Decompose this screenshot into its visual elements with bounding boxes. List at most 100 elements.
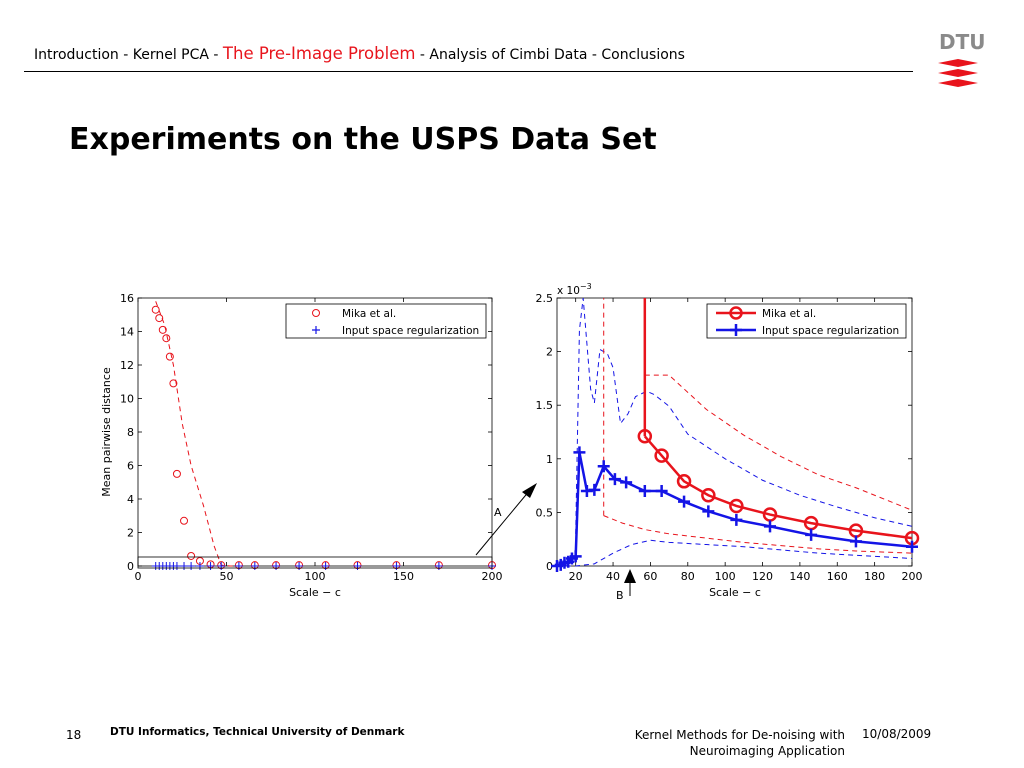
chart-right-frame [556, 297, 913, 567]
point-input-space-regularization [608, 473, 621, 486]
y-tick-label: 0 [546, 560, 553, 573]
y-tick-label: 12 [120, 359, 134, 372]
nav-item-kernel-pca[interactable]: Kernel PCA [132, 47, 209, 63]
chart-right-exponent-base: x 10 [557, 285, 580, 297]
y-tick-label: 6 [127, 460, 134, 473]
x-tick-label: 20 [569, 570, 583, 583]
header-divider [24, 71, 913, 72]
nav-item-conclusions[interactable]: Conclusions [601, 47, 685, 63]
y-tick-label: 16 [120, 292, 134, 305]
series-line-input-space-regularization [556, 452, 913, 568]
y-tick-label: 0.5 [536, 506, 554, 519]
breadcrumb-nav: Introduction - Kernel PCA - The Pre-Imag… [34, 44, 685, 63]
x-tick-label: 40 [606, 570, 620, 583]
point-input-space-regularization [638, 484, 651, 497]
chart-left-zoom-box [137, 556, 493, 569]
x-tick-label: 200 [902, 570, 923, 583]
point-mika-et-al- [180, 516, 189, 525]
point-input-space-regularization [702, 505, 715, 518]
nav-item-pre-image-problem[interactable]: The Pre-Image Problem [222, 44, 416, 63]
y-tick-label: 10 [120, 393, 134, 406]
chart-left-legend: Mika et al. Input space regularization [285, 303, 487, 339]
x-tick-label: 100 [305, 570, 326, 583]
x-tick-label: 80 [681, 570, 695, 583]
point-input-space-regularization [678, 495, 691, 508]
x-tick-label: 200 [482, 570, 503, 583]
point-input-space-regularization [597, 460, 610, 473]
y-tick-label: 2 [127, 527, 134, 540]
dtu-logo-text: DTU [939, 30, 986, 54]
point-input-space-regularization [321, 562, 330, 570]
dtu-logo-mark [938, 59, 978, 87]
point-input-space-regularization [620, 476, 633, 489]
point-mika-et-al- [729, 498, 744, 514]
series-line-mika-et-al- [643, 435, 913, 540]
point-input-space-regularization [849, 535, 862, 548]
point-input-space-regularization [434, 562, 443, 570]
footer-talk-line2: Neuroimaging Application [689, 744, 845, 758]
annotation-a-label: A [494, 506, 502, 519]
point-input-space-regularization [569, 550, 582, 563]
point-input-space-regularization [195, 562, 204, 570]
point-mika-et-al- [162, 334, 171, 343]
legend-right-isr-label: Input space regularization [762, 325, 899, 337]
point-input-space-regularization [353, 562, 362, 570]
chart-right: 20 40 60 80 100 120 140 160 180 200 0 0.5 1 1.5 2 2.5 x… [536, 282, 923, 599]
nav-item-cimbi-analysis[interactable]: Analysis of Cimbi Data [429, 47, 588, 63]
legend-right-mika-label: Mika et al. [762, 308, 816, 320]
point-mika-et-al- [676, 474, 692, 489]
chart-right-xlabel: Scale − c [709, 586, 761, 599]
x-tick-label: 180 [864, 570, 885, 583]
footer-talk-title: Kernel Methods for De-noising with Neuro… [590, 727, 845, 759]
y-tick-label: 8 [127, 426, 134, 439]
footer-date: 10/08/2009 [862, 727, 932, 741]
chart-left-ylabel: Mean pairwise distance [100, 367, 113, 497]
x-tick-label: 150 [393, 570, 414, 583]
point-input-space-regularization [180, 562, 189, 570]
point-mika-et-al- [155, 314, 164, 323]
point-mika-et-al- [187, 551, 196, 560]
chart-right-legend: Mika et al. Input space regularization [706, 303, 907, 339]
x-tick-label: 50 [220, 570, 234, 583]
chart-right-exponent: x 10−3 [557, 282, 592, 297]
confidence-band [644, 374, 913, 511]
x-tick-label: 0 [135, 570, 142, 583]
point-input-space-regularization [764, 520, 776, 533]
chart-right-exponent-power: −3 [580, 282, 592, 291]
confidence-band [603, 515, 913, 554]
legend-right-mika-marker [729, 306, 743, 320]
point-mika-et-al- [637, 429, 653, 444]
point-mika-et-al- [165, 352, 174, 361]
legend-left-mika-marker [312, 309, 320, 317]
chart-left: 0 50 100 150 200 0 2 4 6 8 10 12 14 16 Scale − c Mean… [100, 292, 503, 599]
nav-separator: - [208, 47, 223, 63]
point-input-space-regularization [392, 562, 401, 570]
point-mika-et-al- [169, 379, 178, 388]
footer-org: DTU Informatics, Technical University of… [110, 726, 405, 738]
point-input-space-regularization [573, 446, 586, 459]
x-tick-label: 100 [715, 570, 736, 583]
y-tick-label: 2.5 [536, 292, 554, 305]
footer-talk-line1: Kernel Methods for De-noising with [634, 728, 845, 742]
point-input-space-regularization [805, 528, 818, 541]
point-input-space-regularization [295, 562, 304, 570]
legend-left-isr-label: Input space regularization [342, 325, 479, 337]
nav-item-introduction[interactable]: Introduction [34, 47, 119, 63]
legend-right-isr-marker [730, 324, 742, 336]
point-mika-et-al- [654, 448, 669, 463]
x-tick-label: 60 [643, 570, 657, 583]
confidence-band [557, 539, 913, 567]
point-mika-et-al- [151, 305, 160, 314]
y-tick-label: 1 [546, 453, 553, 466]
y-tick-label: 2 [546, 346, 553, 359]
confidence-band [575, 297, 913, 534]
point-input-space-regularization [272, 562, 281, 570]
y-tick-label: 1.5 [536, 399, 554, 412]
point-input-space-regularization [172, 562, 181, 570]
annotation-a: A [475, 483, 537, 556]
annotation-b: B [616, 569, 636, 602]
point-input-space-regularization [187, 562, 196, 570]
point-mika-et-al- [172, 469, 181, 478]
point-input-space-regularization [217, 562, 226, 570]
